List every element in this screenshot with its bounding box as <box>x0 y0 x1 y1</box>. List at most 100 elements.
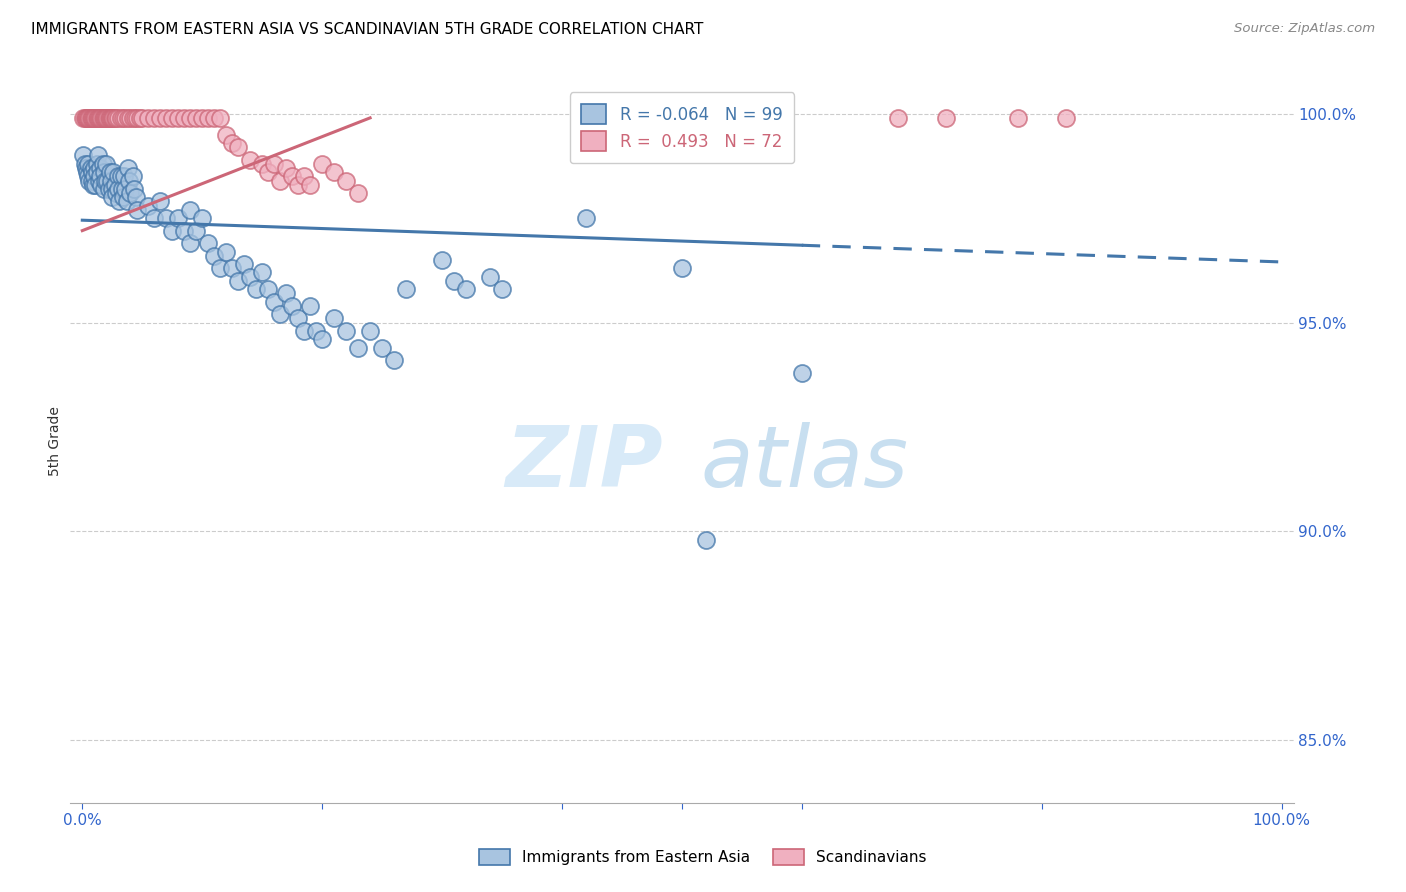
Point <box>269 173 291 187</box>
Point <box>695 533 717 547</box>
Point <box>75 161 97 175</box>
Point <box>93 182 115 196</box>
Point <box>287 178 309 192</box>
Point <box>160 224 183 238</box>
Point <box>96 111 118 125</box>
Point <box>155 211 177 226</box>
Point <box>72 148 94 162</box>
Point <box>93 165 115 179</box>
Point <box>107 169 129 184</box>
Point <box>72 111 94 125</box>
Point <box>111 182 134 196</box>
Point <box>118 173 141 187</box>
Point <box>87 173 110 187</box>
Point <box>104 178 127 192</box>
Point <box>91 157 114 171</box>
Point <box>179 202 201 217</box>
Y-axis label: 5th Grade: 5th Grade <box>48 407 62 476</box>
Point <box>112 169 135 184</box>
Point <box>335 324 357 338</box>
Point <box>257 165 280 179</box>
Point <box>209 261 232 276</box>
Point <box>215 128 238 142</box>
Text: atlas: atlas <box>700 422 908 505</box>
Point <box>149 111 172 125</box>
Point <box>77 111 100 125</box>
Point <box>226 274 249 288</box>
Point <box>186 111 208 125</box>
Point <box>491 282 513 296</box>
Point <box>120 186 142 200</box>
Point <box>96 111 118 125</box>
Point <box>100 111 122 125</box>
Point <box>287 311 309 326</box>
Point <box>107 111 129 125</box>
Point <box>114 182 136 196</box>
Point <box>335 173 357 187</box>
Point <box>197 111 219 125</box>
Point <box>281 299 304 313</box>
Point <box>221 136 243 150</box>
Point <box>1007 111 1029 125</box>
Point <box>299 178 322 192</box>
Point <box>97 111 120 125</box>
Point <box>98 111 121 125</box>
Point <box>226 140 249 154</box>
Point <box>143 111 166 125</box>
Point <box>125 190 148 204</box>
Point <box>167 211 190 226</box>
Point <box>263 294 285 309</box>
Point <box>79 161 101 175</box>
Point <box>382 353 405 368</box>
Point <box>79 111 101 125</box>
Point <box>87 111 110 125</box>
Point <box>94 173 117 187</box>
Point <box>110 111 132 125</box>
Point <box>77 157 100 171</box>
Point <box>80 173 103 187</box>
Point <box>83 161 105 175</box>
Text: Source: ZipAtlas.com: Source: ZipAtlas.com <box>1234 22 1375 36</box>
Point <box>281 169 304 184</box>
Point <box>269 307 291 321</box>
Point <box>104 111 127 125</box>
Point <box>305 324 328 338</box>
Point <box>94 111 117 125</box>
Point <box>221 261 243 276</box>
Point <box>114 111 136 125</box>
Point <box>347 341 370 355</box>
Point <box>96 173 118 187</box>
Point <box>76 165 98 179</box>
Point <box>179 111 201 125</box>
Point <box>233 257 256 271</box>
Point <box>1054 111 1077 125</box>
Point <box>80 111 103 125</box>
Point <box>82 111 104 125</box>
Point <box>87 148 110 162</box>
Point <box>299 299 322 313</box>
Point <box>250 157 273 171</box>
Legend: R = -0.064   N = 99, R =  0.493   N = 72: R = -0.064 N = 99, R = 0.493 N = 72 <box>569 92 794 163</box>
Point <box>935 111 957 125</box>
Point <box>197 236 219 251</box>
Point <box>120 111 142 125</box>
Point <box>83 111 105 125</box>
Point <box>239 269 262 284</box>
Point <box>323 165 346 179</box>
Point <box>311 332 333 346</box>
Point <box>173 224 195 238</box>
Point <box>73 111 96 125</box>
Point <box>239 153 262 167</box>
Point <box>257 282 280 296</box>
Point <box>395 282 418 296</box>
Point <box>117 111 139 125</box>
Point <box>371 341 394 355</box>
Point <box>149 194 172 209</box>
Point <box>575 211 598 226</box>
Point <box>359 324 381 338</box>
Point <box>77 169 100 184</box>
Point <box>87 111 110 125</box>
Point <box>101 182 124 196</box>
Point <box>79 173 101 187</box>
Point <box>90 178 112 192</box>
